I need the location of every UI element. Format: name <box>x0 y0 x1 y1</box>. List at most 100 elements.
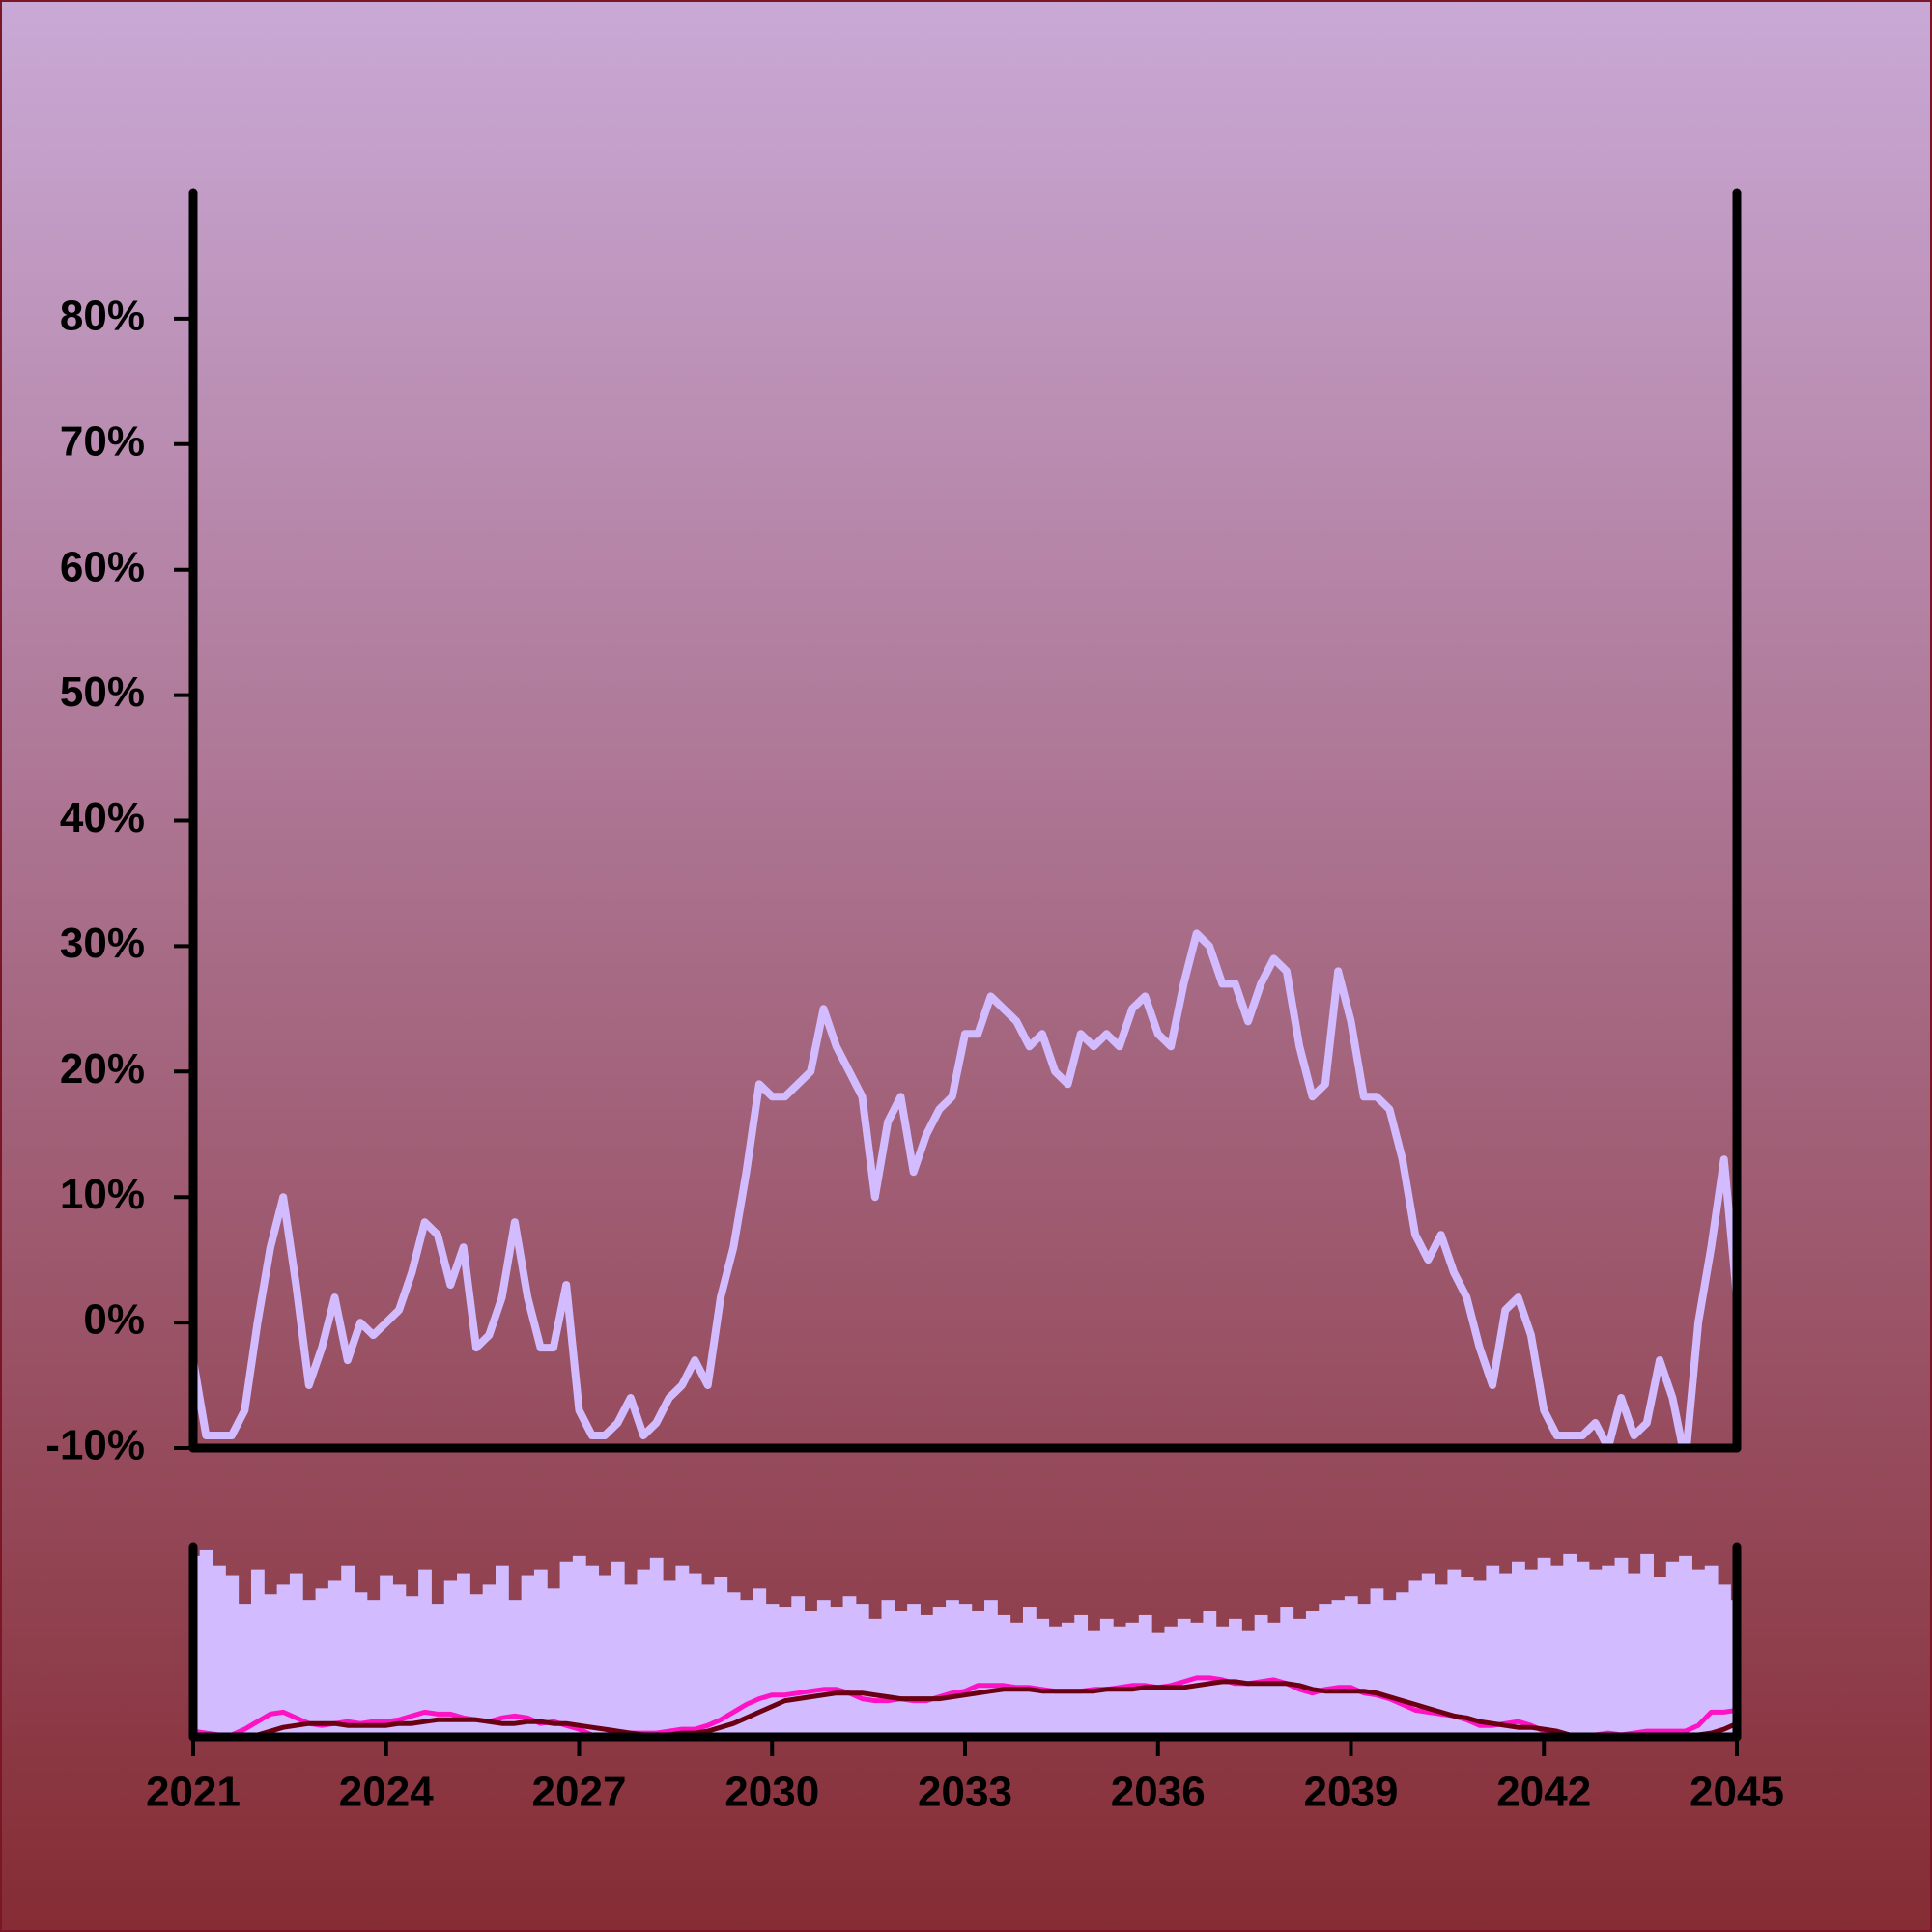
x-tick-label: 2024 <box>339 1769 434 1816</box>
volume-bar <box>1357 1604 1372 1737</box>
volume-bar <box>264 1594 278 1737</box>
volume-bar <box>572 1555 586 1737</box>
volume-bar <box>894 1610 908 1737</box>
price-line <box>193 929 1737 1448</box>
x-tick-label: 2021 <box>146 1769 241 1816</box>
volume-bar <box>1588 1569 1603 1737</box>
volume-bar <box>1203 1610 1217 1737</box>
volume-bar <box>443 1580 458 1737</box>
y-tick-label: 10% <box>60 1171 145 1218</box>
x-tick-label: 2036 <box>1111 1769 1206 1816</box>
volume-bar <box>1665 1561 1680 1737</box>
volume-bar <box>341 1565 355 1737</box>
volume-bar <box>1718 1584 1731 1737</box>
volume-bar <box>238 1604 252 1737</box>
volume-bar <box>1293 1618 1307 1737</box>
volume-bar <box>1125 1622 1140 1737</box>
volume-bar <box>804 1610 818 1737</box>
volume-bar <box>1254 1614 1268 1737</box>
y-tick-label: 30% <box>60 920 145 967</box>
volume-bar <box>547 1588 561 1737</box>
volume-bar <box>1498 1573 1513 1737</box>
volume-bar <box>1486 1565 1500 1737</box>
volume-bar <box>457 1573 470 1737</box>
volume-bar <box>1319 1604 1333 1737</box>
volume-bar <box>225 1575 240 1737</box>
volume-bar <box>1087 1630 1101 1737</box>
volume-bar <box>508 1600 523 1737</box>
volume-bar <box>778 1607 792 1737</box>
volume-bar <box>585 1565 600 1737</box>
volume-bar <box>868 1618 882 1737</box>
volume-bar <box>842 1596 857 1737</box>
price-plot <box>193 929 1737 1448</box>
volume-bar <box>1177 1618 1191 1737</box>
volume-bar <box>946 1600 959 1737</box>
volume-plot <box>193 1549 1737 1737</box>
volume-bar <box>1473 1580 1487 1737</box>
volume-bar <box>302 1600 317 1737</box>
volume-bar <box>289 1573 303 1737</box>
volume-bar <box>624 1584 638 1737</box>
x-tick-label: 2039 <box>1304 1769 1399 1816</box>
y-tick-label: 80% <box>60 293 145 340</box>
y-tick-label: 0% <box>83 1296 145 1344</box>
volume-bar <box>1344 1596 1358 1737</box>
volume-bar <box>765 1604 780 1737</box>
volume-bar <box>932 1607 947 1737</box>
moving-average-line <box>193 1679 1737 1737</box>
volume-bar <box>1602 1565 1616 1737</box>
volume-bar <box>958 1604 973 1737</box>
volume-bar <box>533 1569 548 1737</box>
volume-bar <box>701 1584 715 1737</box>
volume-bar <box>276 1584 291 1737</box>
y-tick-label: 40% <box>60 794 145 841</box>
y-tick-label: 60% <box>60 543 145 590</box>
volume-bar <box>1563 1553 1577 1737</box>
volume-bar <box>1614 1557 1629 1737</box>
volume-bar <box>521 1575 535 1737</box>
volume-bar <box>1524 1569 1539 1737</box>
volume-bar <box>315 1588 329 1737</box>
volume-bar <box>997 1614 1011 1737</box>
y-tick-label: 70% <box>60 417 145 465</box>
volume-bar <box>1280 1607 1294 1737</box>
volume-bar <box>199 1549 213 1737</box>
x-tick-label: 2030 <box>724 1769 819 1816</box>
volume-bar <box>920 1614 934 1737</box>
volume-bar <box>559 1561 574 1737</box>
volume-bar <box>431 1604 445 1737</box>
volume-bar <box>366 1600 381 1737</box>
volume-bar <box>1679 1555 1692 1737</box>
volume-bar <box>971 1610 985 1737</box>
volume-bar <box>1640 1553 1654 1737</box>
volume-bar <box>1421 1573 1435 1737</box>
moving-average-line <box>193 1675 1737 1737</box>
volume-bar <box>1138 1614 1152 1737</box>
x-tick-label: 2045 <box>1690 1769 1784 1816</box>
volume-bar <box>1382 1600 1397 1737</box>
y-tick-label: -10% <box>45 1422 145 1469</box>
x-tick-label: 2027 <box>532 1769 627 1816</box>
volume-bar <box>1447 1569 1462 1737</box>
volume-bar <box>380 1575 393 1737</box>
volume-bar <box>1627 1573 1641 1737</box>
volume-bar <box>405 1596 419 1737</box>
volume-bar <box>855 1604 869 1737</box>
volume-bar <box>1370 1588 1384 1737</box>
volume-bar <box>663 1580 676 1737</box>
volume-bar <box>1229 1618 1242 1737</box>
volume-bar <box>1009 1622 1024 1737</box>
volume-bar <box>482 1584 497 1737</box>
volume-bar <box>637 1569 651 1737</box>
volume-bar <box>714 1577 728 1737</box>
volume-bar <box>213 1565 226 1737</box>
volume-bar <box>418 1569 432 1737</box>
volume-bar <box>675 1565 690 1737</box>
volume-bar <box>1704 1565 1719 1737</box>
volume-bar <box>1164 1626 1179 1737</box>
volume-bar <box>598 1575 612 1737</box>
volume-bar <box>830 1607 844 1737</box>
x-tick-label: 2042 <box>1496 1769 1591 1816</box>
volume-bar <box>1408 1580 1423 1737</box>
